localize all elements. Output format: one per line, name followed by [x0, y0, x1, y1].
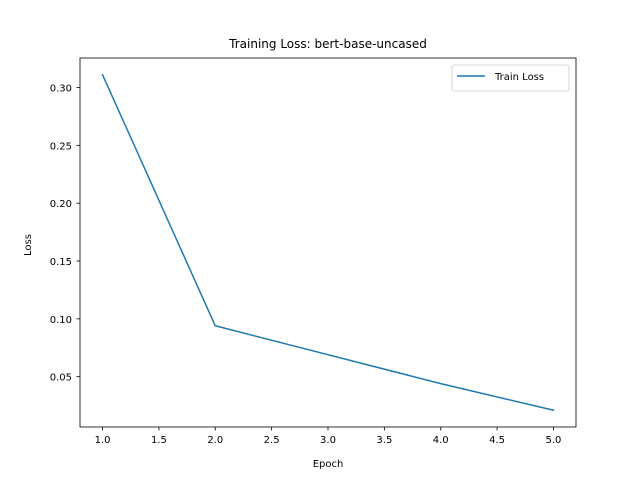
legend-label-train-loss: Train Loss — [494, 72, 544, 83]
x-tick-label: 1.0 — [95, 435, 111, 446]
x-tick-label: 3.5 — [376, 435, 392, 446]
x-tick-label: 2.5 — [264, 435, 280, 446]
x-tick-label: 5.0 — [546, 435, 562, 446]
series-layer — [101, 73, 555, 412]
x-axis-title: Epoch — [313, 459, 344, 470]
plot-area-frame — [79, 57, 577, 428]
y-tick-label: 0.10 — [50, 315, 72, 326]
series-line-train-loss — [101, 73, 555, 412]
x-tick-label: 4.5 — [489, 435, 505, 446]
y-axis-title: Loss — [23, 234, 34, 256]
legend: Train Loss — [451, 64, 570, 92]
x-axis-ticks: 1.0 1.5 2.0 2.5 3.0 3.5 4.0 4.5 5.0 — [95, 427, 562, 446]
x-tick-label: 2.0 — [207, 435, 223, 446]
x-tick-label: 3.0 — [320, 435, 336, 446]
y-tick-label: 0.30 — [50, 83, 72, 94]
chart-title: Training Loss: bert-base-uncased — [228, 37, 427, 51]
y-tick-label: 0.05 — [50, 373, 72, 384]
x-tick-label: 1.5 — [151, 435, 167, 446]
legend-box — [451, 64, 570, 92]
x-tick-label: 4.0 — [433, 435, 449, 446]
y-tick-label: 0.15 — [50, 257, 72, 268]
y-tick-label: 0.20 — [50, 199, 72, 210]
y-tick-label: 0.25 — [50, 141, 72, 152]
y-axis-ticks: 0.05 0.10 0.15 0.20 0.25 0.30 — [50, 83, 80, 384]
